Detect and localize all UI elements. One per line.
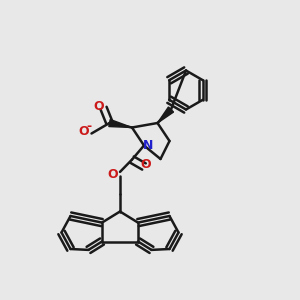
Text: O: O	[107, 167, 118, 181]
Polygon shape	[158, 107, 173, 123]
Text: O: O	[140, 158, 151, 172]
Text: N: N	[143, 139, 154, 152]
Text: O: O	[79, 125, 89, 139]
Text: -: -	[87, 120, 92, 133]
Polygon shape	[109, 119, 132, 128]
Text: O: O	[94, 100, 104, 113]
